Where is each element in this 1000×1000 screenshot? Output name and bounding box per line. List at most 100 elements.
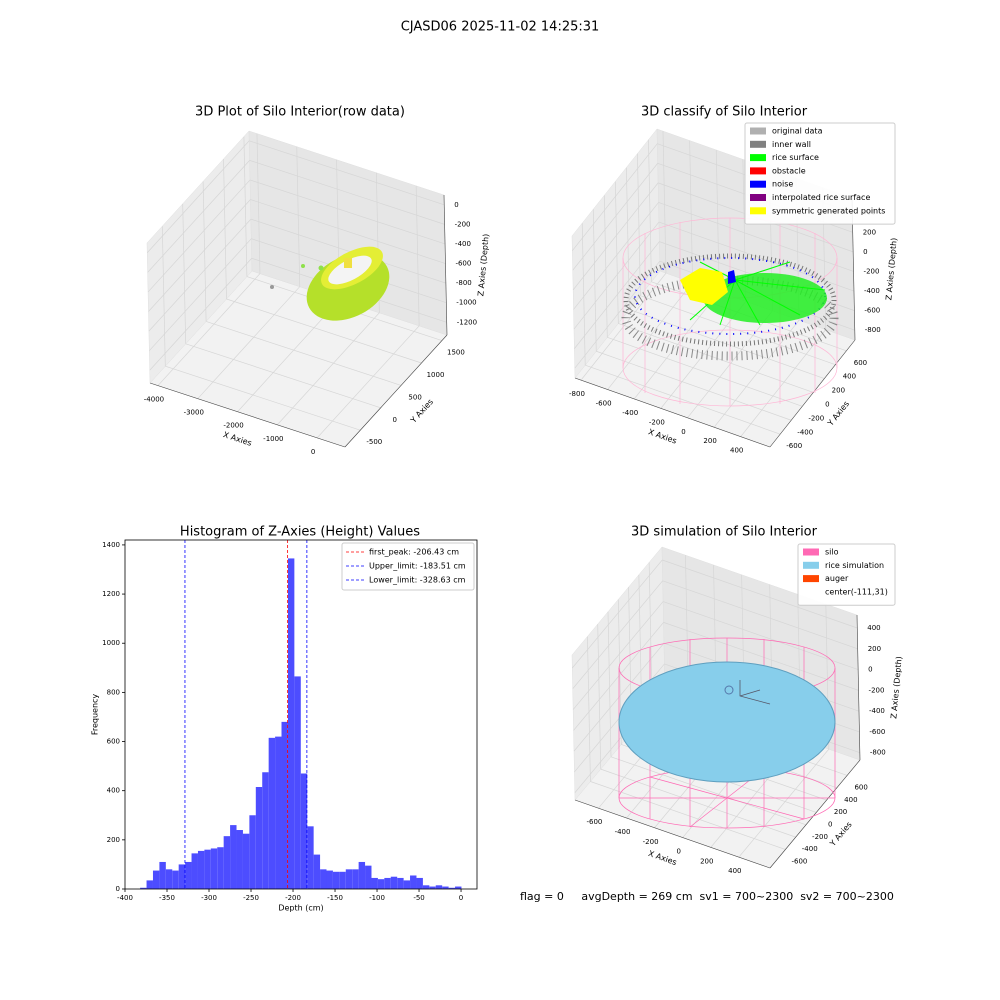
legend-label: Upper_limit: -183.51 cm bbox=[369, 562, 466, 571]
z-grid-line bbox=[148, 218, 252, 332]
histogram-bar bbox=[416, 877, 423, 889]
histogram-bar bbox=[287, 558, 295, 889]
histogram-bar bbox=[397, 877, 404, 889]
y-tick-label: 600 bbox=[854, 783, 867, 791]
z-tick-label: 0 bbox=[868, 666, 872, 674]
x-tick-label: 200 bbox=[700, 857, 713, 865]
histogram-bar bbox=[410, 875, 417, 889]
panel-title: 3D classify of Silo Interior bbox=[641, 105, 808, 120]
z-grid-line bbox=[147, 160, 250, 273]
histogram-bar bbox=[365, 865, 372, 889]
x-tick-label: -250 bbox=[243, 894, 259, 902]
z-tick-label: -200 bbox=[864, 267, 880, 275]
point-clouds bbox=[270, 217, 839, 829]
x-tick-label: -100 bbox=[369, 894, 385, 902]
y-tick-label: 200 bbox=[834, 808, 847, 816]
y-grid-line bbox=[618, 323, 814, 393]
histogram-bar bbox=[249, 815, 256, 889]
x-grid-line bbox=[715, 149, 720, 292]
y-grid-line bbox=[648, 139, 652, 282]
histogram-bar bbox=[371, 877, 378, 889]
legend-label: first_peak: -206.43 cm bbox=[369, 548, 459, 557]
x-grid-line bbox=[580, 272, 667, 381]
y-tick-label: 600 bbox=[854, 359, 867, 367]
histogram-bar bbox=[403, 880, 411, 889]
y-grid-line bbox=[596, 350, 792, 421]
z-grid-line bbox=[573, 202, 659, 310]
y-tick-label: 1200 bbox=[102, 590, 120, 598]
x-tick-label: 200 bbox=[703, 437, 716, 445]
x-tick-label: -1000 bbox=[263, 435, 283, 443]
legend-box bbox=[341, 542, 475, 591]
z-tick-label: -800 bbox=[870, 749, 886, 757]
z-tick-label: -200 bbox=[869, 686, 885, 694]
y-grid-line bbox=[600, 768, 796, 838]
y-grid-line bbox=[581, 223, 586, 366]
y-grid-line bbox=[607, 611, 612, 757]
x-grid-line bbox=[296, 146, 301, 287]
legend-swatch bbox=[803, 561, 819, 569]
legend-swatch bbox=[750, 207, 766, 215]
histogram-bar bbox=[204, 849, 211, 889]
z-grid-line bbox=[571, 559, 663, 669]
obstacle-points bbox=[728, 270, 736, 284]
histogram-bar bbox=[217, 847, 224, 889]
y-grid-line bbox=[585, 364, 781, 435]
x-tick-label: -150 bbox=[327, 894, 343, 902]
y-tick-label: 600 bbox=[107, 738, 120, 746]
x-grid-line bbox=[633, 291, 720, 400]
z-grid-line bbox=[149, 238, 252, 351]
z-grid-line bbox=[658, 221, 855, 292]
front-layer: -4000-3000-2000-10000-5000500100015000-2… bbox=[91, 105, 904, 913]
histogram-bar bbox=[442, 886, 449, 889]
panel-title: Histogram of Z-Axies (Height) Values bbox=[180, 525, 420, 540]
histogram-bar bbox=[352, 869, 359, 889]
legend-swatch bbox=[750, 127, 766, 135]
x-grid-line bbox=[660, 301, 747, 409]
z-tick-label: 200 bbox=[868, 645, 881, 653]
y-tick-label: 400 bbox=[843, 373, 856, 381]
panel-title: 3D Plot of Silo Interior(row data) bbox=[195, 105, 405, 120]
y-tick-label: 200 bbox=[107, 836, 120, 844]
legend-swatch bbox=[750, 194, 766, 201]
z-axis-line bbox=[856, 614, 861, 761]
raw-point bbox=[301, 264, 305, 268]
status-footer: flag = 0 avgDepth = 269 cm sv1 = 700~230… bbox=[520, 890, 894, 903]
histogram-bar bbox=[422, 885, 430, 889]
legend-label: silo bbox=[825, 548, 839, 557]
y-tick-label: 0 bbox=[828, 820, 832, 828]
legend-label: inner wall bbox=[772, 140, 811, 149]
histogram-bar bbox=[448, 887, 456, 889]
x-tick-label: -350 bbox=[159, 894, 175, 902]
z-grid-line bbox=[662, 559, 858, 629]
z-grid-line bbox=[146, 140, 250, 254]
x-tick-label: 400 bbox=[730, 447, 743, 455]
histogram-bar bbox=[384, 877, 391, 889]
z-grid-line bbox=[249, 140, 445, 206]
histogram-bar bbox=[191, 853, 198, 889]
y-grid-line bbox=[243, 136, 248, 277]
y-grid-line bbox=[205, 321, 402, 386]
y-tick-label: 400 bbox=[844, 796, 857, 804]
z-tick-label: 0 bbox=[454, 201, 458, 209]
x-tick-label: -400 bbox=[622, 409, 638, 417]
y-grid-line bbox=[614, 181, 619, 324]
x-tick-label: -200 bbox=[649, 418, 665, 426]
histogram-bar bbox=[242, 833, 250, 889]
legend-swatch bbox=[750, 140, 766, 148]
histogram-bar bbox=[390, 876, 398, 889]
x-axis-line bbox=[574, 799, 771, 869]
y-tick-label: -200 bbox=[808, 414, 824, 422]
y-grid-line bbox=[182, 203, 187, 344]
histogram-bar bbox=[435, 885, 443, 889]
histogram-bar bbox=[146, 880, 153, 889]
x-tick-label: -400 bbox=[615, 828, 631, 836]
histogram-bar bbox=[320, 869, 327, 889]
x-tick-label: 0 bbox=[459, 894, 463, 902]
z-tick-label: -1200 bbox=[457, 318, 477, 326]
y-axis-label: Frequency bbox=[91, 694, 100, 736]
legend-label: rice surface bbox=[772, 153, 819, 162]
z-tick-label: 400 bbox=[867, 624, 880, 632]
legend-box bbox=[744, 122, 896, 225]
y-axis-line bbox=[769, 759, 861, 869]
